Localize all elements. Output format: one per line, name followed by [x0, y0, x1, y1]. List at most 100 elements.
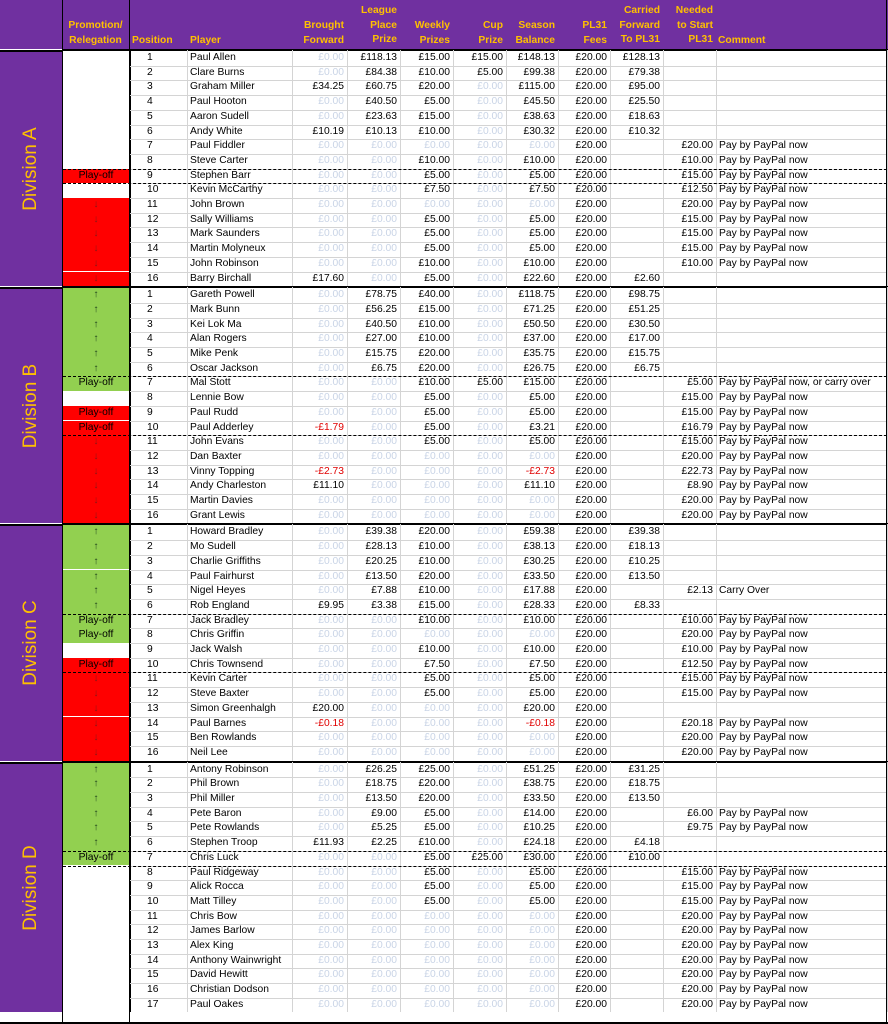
table-row[interactable]: 10 Chris Townsend £0.00 £0.00 £7.50 £0.00 £7.5…	[130, 658, 887, 673]
header-cup-prize[interactable]: Cup Prize	[453, 19, 505, 49]
table-row[interactable]: 4 Alan Rogers £0.00 £27.00 £10.00 £0.00 £37.00…	[130, 332, 887, 347]
cell-pos: 12	[147, 925, 159, 937]
header-comment[interactable]: Comment	[718, 35, 766, 46]
table-row[interactable]: 6 Stephen Troop £11.93 £2.25 £10.00 £0.00 £24.…	[130, 836, 887, 851]
header-league-place-prize[interactable]: League Place Prize	[347, 4, 399, 49]
table-row[interactable]: 7 Mal Stott £0.00 £0.00 £10.00 £5.00 £15.00 £20…	[130, 376, 887, 391]
table-row[interactable]: 12 Steve Baxter £0.00 £0.00 £5.00 £0.00 £5.00 £…	[130, 687, 887, 702]
table-row[interactable]: 7 Paul Fiddler £0.00 £0.00 £0.00 £0.00 £0.00 £2…	[130, 139, 887, 154]
table-row[interactable]: 12 Sally Williams £0.00 £0.00 £5.00 £0.00 £5.0…	[130, 213, 887, 228]
header-carried-forward[interactable]: Carried Forward To PL31	[610, 4, 662, 49]
grid-line	[506, 50, 507, 287]
table-row[interactable]: 13 Alex King £0.00 £0.00 £0.00 £0.00 £0.00 £20.…	[130, 939, 887, 954]
table-row[interactable]: 15 David Hewitt £0.00 £0.00 £0.00 £0.00 £0.00 £…	[130, 968, 887, 983]
table-row[interactable]: 3 Phil Miller £0.00 £13.50 £20.00 £0.00 £33.50…	[130, 792, 887, 807]
table-row[interactable]: 4 Pete Baron £0.00 £9.00 £5.00 £0.00 £14.00 £20…	[130, 807, 887, 822]
table-row[interactable]: 4 Paul Fairhurst £0.00 £13.50 £20.00 £0.00 £33…	[130, 570, 887, 585]
table-row[interactable]: 6 Rob England £9.95 £3.38 £15.00 £0.00 £28.33 £…	[130, 599, 887, 614]
table-row[interactable]: 14 Martin Molyneux £0.00 £0.00 £5.00 £0.00 £5.…	[130, 242, 887, 257]
cell-cf: £31.25	[628, 763, 661, 775]
cell-wp: £0.00	[424, 465, 450, 477]
table-row[interactable]: 10 Matt Tilley £0.00 £0.00 £5.00 £0.00 £5.00 £2…	[130, 895, 887, 910]
table-row[interactable]: 3 Graham Miller £34.25 £60.75 £20.00 £0.00 £11…	[130, 80, 887, 95]
cell-sb: £0.00	[529, 199, 555, 210]
header-season-balance[interactable]: Season Balance	[506, 19, 557, 49]
cell-cup: £0.00	[477, 822, 503, 834]
table-row[interactable]: 13 Simon Greenhalgh £20.00 £0.00 £0.00 £0.00 £…	[130, 702, 887, 717]
table-row[interactable]: 15 Ben Rowlands £0.00 £0.00 £0.00 £0.00 £0.00 £…	[130, 731, 887, 746]
table-row[interactable]: 14 Paul Barnes -£0.18 £0.00 £0.00 £0.00 -£0.18…	[130, 717, 887, 732]
table-row[interactable]: 9 Jack Walsh £0.00 £0.00 £10.00 £0.00 £10.00 £2…	[130, 643, 887, 658]
cell-comment: Pay by PayPal now	[719, 169, 808, 181]
table-row[interactable]: 15 Martin Davies £0.00 £0.00 £0.00 £0.00 £0.00…	[130, 494, 887, 509]
header-weekly-prizes[interactable]: Weekly Prizes	[400, 19, 452, 49]
table-row[interactable]: 5 Pete Rowlands £0.00 £5.25 £5.00 £0.00 £10.25…	[130, 821, 887, 836]
cell-cup: £0.00	[477, 362, 503, 374]
grid-line	[130, 701, 887, 703]
cell-bf: £0.00	[318, 969, 344, 981]
table-row[interactable]: 9 Paul Rudd £0.00 £0.00 £5.00 £0.00 £5.00 £20.0…	[130, 406, 887, 421]
table-row[interactable]: 17 Paul Oakes £0.00 £0.00 £0.00 £0.00 £0.00 £20…	[130, 998, 887, 1013]
table-row[interactable]: 9 Alick Rocca £0.00 £0.00 £5.00 £0.00 £5.00 £20…	[130, 880, 887, 895]
header-promotion-relegation[interactable]: Promotion/ Relegation	[62, 19, 129, 49]
cell-player: John Brown	[190, 199, 245, 210]
cell-cup: £0.00	[477, 392, 503, 404]
table-row[interactable]: 9 Stephen Barr £0.00 £0.00 £5.00 £0.00 £5.00 £2…	[130, 169, 887, 184]
table-row[interactable]: 8 Chris Griffin £0.00 £0.00 £0.00 £0.00 £0.00 £…	[130, 628, 887, 643]
header-needed-to-start[interactable]: Needed to Start PL31	[663, 4, 715, 49]
table-row[interactable]: 16 Christian Dodson £0.00 £0.00 £0.00 £0.00 £0…	[130, 983, 887, 998]
table-row[interactable]: 13 Vinny Topping -£2.73 £0.00 £0.00 £0.00 -£2.…	[130, 465, 887, 480]
table-row[interactable]: 1 Howard Bradley £0.00 £39.38 £20.00 £0.00 £59…	[130, 525, 887, 540]
table-row[interactable]: 1 Gareth Powell £0.00 £78.75 £40.00 £0.00 £118…	[130, 288, 887, 303]
table-row[interactable]: 7 Jack Bradley £0.00 £0.00 £10.00 £0.00 £10.00…	[130, 614, 887, 629]
cell-pos: 3	[147, 318, 153, 330]
table-row[interactable]: 6 Andy White £10.19 £10.13 £10.00 £0.00 £30.32…	[130, 125, 887, 140]
cell-need	[663, 318, 715, 333]
table-row[interactable]: 5 Nigel Heyes £0.00 £7.88 £10.00 £0.00 £17.88 £…	[130, 584, 887, 599]
table-row[interactable]: 10 Paul Adderley -£1.79 £0.00 £5.00 £0.00 £3.2…	[130, 421, 887, 436]
table-row[interactable]: 2 Mo Sudell £0.00 £28.13 £10.00 £0.00 £38.13 £2…	[130, 540, 887, 555]
table-row[interactable]: 13 Mark Saunders £0.00 £0.00 £5.00 £0.00 £5.00…	[130, 227, 887, 242]
table-row[interactable]: 2 Mark Bunn £0.00 £56.25 £15.00 £0.00 £71.25 £2…	[130, 303, 887, 318]
table-row[interactable]: 5 Aaron Sudell £0.00 £23.63 £15.00 £0.00 £38.6…	[130, 110, 887, 125]
cell-cup: £0.00	[477, 778, 503, 790]
table-row[interactable]: 16 Neil Lee £0.00 £0.00 £0.00 £0.00 £0.00 £20.0…	[130, 746, 887, 761]
cell-comment	[716, 702, 886, 717]
table-row[interactable]: 2 Phil Brown £0.00 £18.75 £20.00 £0.00 £38.75 £…	[130, 777, 887, 792]
table-row[interactable]: 5 Mike Penk £0.00 £15.75 £20.00 £0.00 £35.75 £2…	[130, 347, 887, 362]
cell-cup: £0.00	[477, 243, 503, 255]
table-row[interactable]: 8 Steve Carter £0.00 £0.00 £10.00 £0.00 £10.00…	[130, 154, 887, 169]
cell-bf: £0.00	[318, 555, 344, 567]
table-row[interactable]: 14 Anthony Wainwright £0.00 £0.00 £0.00 £0.00…	[130, 954, 887, 969]
cell-bf: £0.00	[318, 673, 344, 685]
table-row[interactable]: 16 Grant Lewis £0.00 £0.00 £0.00 £0.00 £0.00 £2…	[130, 509, 887, 524]
table-row[interactable]: 11 John Evans £0.00 £0.00 £5.00 £0.00 £5.00 £20…	[130, 435, 887, 450]
header-pl31-fees[interactable]: PL31 Fees	[558, 19, 609, 49]
table-row[interactable]: 15 John Robinson £0.00 £0.00 £10.00 £0.00 £10.…	[130, 257, 887, 272]
table-row[interactable]: 7 Chris Luck £0.00 £0.00 £5.00 £25.00 £30.00 £2…	[130, 851, 887, 866]
table-row[interactable]: 11 Chris Bow £0.00 £0.00 £0.00 £0.00 £0.00 £20.…	[130, 910, 887, 925]
table-row[interactable]: 3 Kei Lok Ma £0.00 £40.50 £10.00 £0.00 £50.50 £…	[130, 318, 887, 333]
header-brought-forward[interactable]: Brought Forward	[292, 19, 346, 49]
table-row[interactable]: 6 Oscar Jackson £0.00 £6.75 £20.00 £0.00 £26.7…	[130, 362, 887, 377]
table-row[interactable]: 8 Paul Ridgeway £0.00 £0.00 £5.00 £0.00 £5.00 £…	[130, 866, 887, 881]
header-player[interactable]: Player	[190, 35, 221, 46]
table-row[interactable]: 11 Kevin Carter £0.00 £0.00 £5.00 £0.00 £5.00 £…	[130, 672, 887, 687]
table-row[interactable]: 12 James Barlow £0.00 £0.00 £0.00 £0.00 £0.00 £…	[130, 924, 887, 939]
grid-line	[130, 405, 887, 407]
table-row[interactable]: 3 Charlie Griffiths £0.00 £20.25 £10.00 £0.00…	[130, 555, 887, 570]
cell-player: Nigel Heyes	[190, 585, 246, 597]
table-row[interactable]: 2 Clare Burns £0.00 £84.38 £10.00 £5.00 £99.38…	[130, 66, 887, 81]
table-row[interactable]: 11 John Brown £0.00 £0.00 £0.00 £0.00 £0.00 £20…	[130, 198, 887, 213]
header-wp-line2: Prizes	[419, 34, 450, 46]
table-row[interactable]: 10 Kevin McCarthy £0.00 £0.00 £7.50 £0.00 £7.5…	[130, 183, 887, 198]
table-row[interactable]: 14 Andy Charleston £11.10 £0.00 £0.00 £0.00 £1…	[130, 479, 887, 494]
table-row[interactable]: 16 Barry Birchall £17.60 £0.00 £5.00 £0.00 £22…	[130, 272, 887, 287]
table-row[interactable]: 1 Paul Allen £0.00 £118.13 £15.00 £15.00 £148.…	[130, 51, 887, 66]
table-row[interactable]: 4 Paul Hooton £0.00 £40.50 £5.00 £0.00 £45.50 £…	[130, 95, 887, 110]
table-row[interactable]: 1 Antony Robinson £0.00 £26.25 £25.00 £0.00 £5…	[130, 763, 887, 778]
cell-need	[663, 570, 715, 585]
table-row[interactable]: 8 Lennie Bow £0.00 £0.00 £5.00 £0.00 £5.00 £20.…	[130, 391, 887, 406]
table-row[interactable]: 12 Dan Baxter £0.00 £0.00 £0.00 £0.00 £0.00 £20…	[130, 450, 887, 465]
header-position[interactable]: Position	[132, 35, 173, 46]
